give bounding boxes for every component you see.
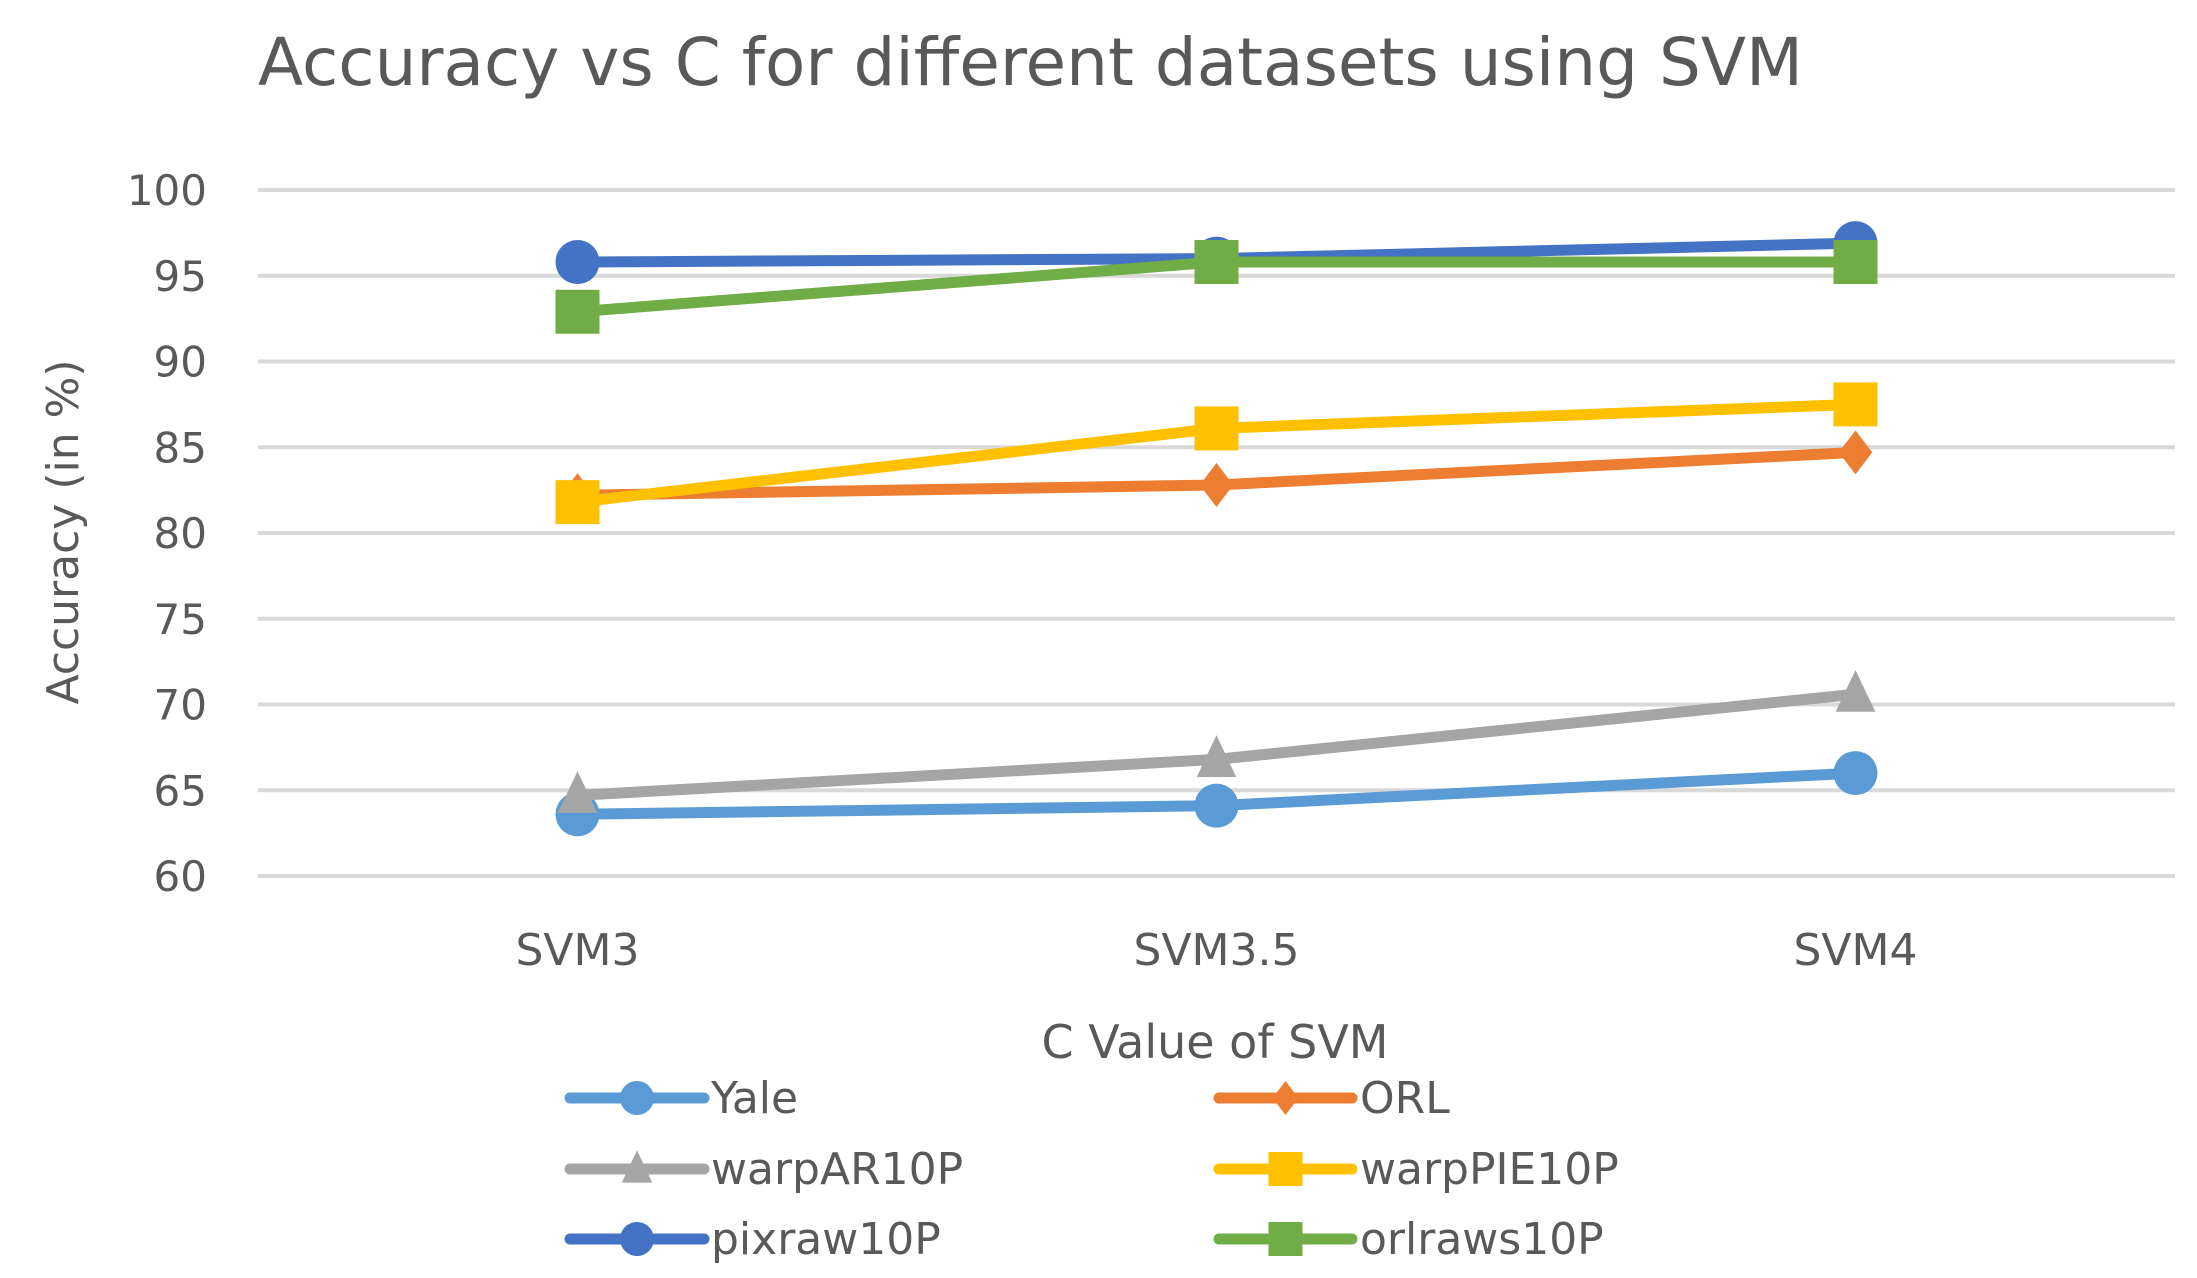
data-point	[1199, 462, 1234, 507]
y-tick-label: 65	[154, 766, 207, 815]
legend: Yale ORL warpAR10P warpPIE10P pixraw10P orlra…	[564, 1073, 1619, 1265]
series-orlraws10P	[555, 240, 1878, 334]
data-point	[1194, 783, 1239, 828]
x-axis-ticks: SVM3 SVM3.5 SVM4	[516, 925, 1918, 976]
legend-item: warpAR10P	[564, 1144, 963, 1195]
legend-marker	[621, 1150, 653, 1183]
data-point	[1194, 240, 1239, 285]
series-Yale	[555, 751, 1878, 837]
legend-item: ORL	[1213, 1073, 1450, 1124]
legend-item: pixraw10P	[564, 1214, 941, 1265]
data-point	[1194, 406, 1239, 451]
legend-item: warpPIE10P	[1213, 1144, 1619, 1195]
series-group	[555, 221, 1878, 837]
y-tick-label: 90	[154, 338, 207, 387]
y-tick-label: 80	[154, 509, 207, 558]
data-point	[555, 240, 600, 285]
data-point	[1196, 735, 1237, 777]
data-point	[1833, 751, 1878, 796]
legend-marker	[1268, 1152, 1303, 1186]
data-point	[555, 289, 600, 334]
x-axis-title: C Value of SVM	[1042, 1015, 1389, 1069]
series-warpAR10P	[557, 670, 1876, 813]
legend-marker	[620, 1222, 654, 1256]
y-tick-label: 85	[154, 423, 207, 472]
data-point	[557, 771, 598, 813]
y-tick-label: 95	[154, 252, 207, 301]
data-point	[1838, 430, 1873, 475]
legend-item: orlraws10P	[1213, 1214, 1604, 1265]
legend-marker	[1268, 1222, 1303, 1256]
y-tick-label: 60	[154, 852, 207, 901]
y-axis-title: Accuracy (in %)	[38, 359, 89, 704]
y-tick-label: 75	[154, 595, 207, 644]
x-tick-label: SVM3.5	[1134, 925, 1300, 976]
series-warpPIE10P	[555, 382, 1878, 525]
legend-label: Yale	[710, 1073, 798, 1124]
data-point	[1833, 382, 1878, 427]
legend-label: ORL	[1360, 1073, 1450, 1124]
chart-title: Accuracy vs C for different datasets usi…	[258, 24, 1803, 101]
legend-marker	[620, 1081, 654, 1115]
y-axis-ticks: 60 65 70 75 80 85 90 95 100	[127, 166, 207, 901]
data-point	[1835, 670, 1876, 712]
legend-label: pixraw10P	[711, 1214, 941, 1265]
x-tick-label: SVM4	[1794, 925, 1918, 976]
legend-label: warpAR10P	[711, 1144, 963, 1195]
legend-marker	[1272, 1081, 1299, 1115]
data-point	[1833, 240, 1878, 285]
legend-label: warpPIE10P	[1360, 1144, 1619, 1195]
y-tick-label: 70	[154, 681, 207, 730]
x-tick-label: SVM3	[516, 925, 640, 976]
legend-item: Yale	[564, 1073, 798, 1124]
y-tick-label: 100	[127, 166, 207, 215]
data-point	[555, 480, 600, 525]
legend-label: orlraws10P	[1360, 1214, 1604, 1265]
